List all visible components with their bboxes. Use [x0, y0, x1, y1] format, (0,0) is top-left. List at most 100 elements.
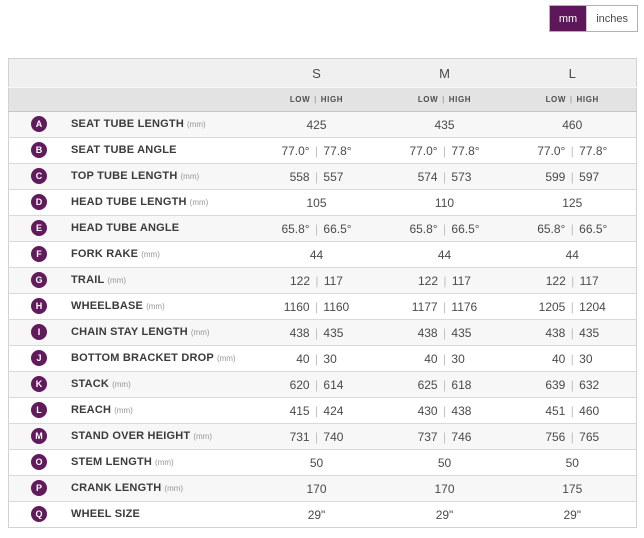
value-l: 65.8° | 66.5° [508, 215, 637, 242]
value-l: 77.0° | 77.8° [508, 137, 637, 164]
value-s: 415 | 424 [252, 397, 381, 424]
row-label: CRANK LENGTH [71, 482, 162, 495]
value-s: 425 [252, 111, 381, 138]
geometry-table: S M L LOW | HIGH LOW | HIGH LOW | HIGH A… [8, 58, 637, 528]
unit-inches-button[interactable]: inches [586, 6, 637, 31]
row-label: TRAIL [71, 274, 105, 287]
value-l: 125 [508, 189, 637, 216]
row-unit: (mm) [190, 327, 210, 337]
value-s: 122 | 117 [252, 267, 381, 294]
row-label: HEAD TUBE LENGTH [71, 196, 187, 209]
table-row-stem-length: O STEM LENGTH (mm) 50 50 50 [8, 449, 637, 476]
value-s: 105 [252, 189, 381, 216]
row-unit: (mm) [112, 379, 131, 389]
table-row-chain-stay-length: I CHAIN STAY LENGTH (mm) 438 | 435 438 | 4… [8, 319, 637, 346]
row-label: SEAT TUBE ANGLE [71, 144, 177, 157]
column-header-size-s: S [252, 58, 381, 88]
table-row-wheelbase: H WHEELBASE (mm) 1160 | 1160 1177 | 1176 1… [8, 293, 637, 320]
row-unit: (mm) [187, 119, 206, 129]
value-l: 451 | 460 [508, 397, 637, 424]
row-label: STACK [71, 378, 110, 391]
table-row-seat-tube-length: A SEAT TUBE LENGTH (mm) 425 435 460 [8, 111, 637, 138]
row-letter-badge: M [31, 428, 47, 445]
value-m: 438 | 435 [380, 319, 509, 346]
row-label: SEAT TUBE LENGTH [71, 118, 184, 131]
row-letter-badge: A [31, 116, 47, 133]
value-m: 625 | 618 [380, 371, 509, 398]
value-s: 731 | 740 [252, 423, 381, 450]
value-s: 40 | 30 [252, 345, 381, 372]
row-unit: (mm) [180, 171, 200, 181]
value-s: 65.8° | 66.5° [252, 215, 381, 242]
value-m: 737 | 746 [380, 423, 509, 450]
value-s: 620 | 614 [252, 371, 381, 398]
low-high-header-m: LOW | HIGH [380, 87, 509, 112]
row-letter-badge: K [31, 376, 47, 393]
value-l: 438 | 435 [508, 319, 637, 346]
row-letter-badge: L [31, 402, 47, 419]
table-row-bottom-bracket-drop: J BOTTOM BRACKET DROP (mm) 40 | 30 40 | 30… [8, 345, 637, 372]
row-unit: (mm) [114, 405, 133, 415]
value-m: 29" [380, 501, 509, 528]
table-row-stand-over-height: M STAND OVER HEIGHT (mm) 731 | 740 737 | 7… [8, 423, 637, 450]
row-unit: (mm) [155, 457, 174, 467]
row-letter-badge: I [31, 324, 47, 341]
row-unit: (mm) [107, 275, 127, 285]
size-header-spacer [8, 58, 253, 88]
size-header-row: S M L [8, 58, 637, 88]
unit-mm-button[interactable]: mm [549, 6, 587, 31]
row-label: STEM LENGTH [71, 456, 153, 469]
row-unit: (mm) [193, 431, 212, 441]
low-high-header-row: LOW | HIGH LOW | HIGH LOW | HIGH [8, 87, 637, 112]
value-s: 44 [252, 241, 381, 268]
value-m: 65.8° | 66.5° [380, 215, 509, 242]
row-label: REACH [71, 404, 112, 417]
value-l: 460 [508, 111, 637, 138]
value-l: 40 | 30 [508, 345, 637, 372]
row-unit: (mm) [189, 197, 209, 207]
row-letter-badge: F [31, 246, 47, 263]
row-letter-badge: B [31, 142, 47, 159]
row-letter-badge: C [31, 168, 47, 185]
value-m: 435 [380, 111, 509, 138]
value-m: 170 [380, 475, 509, 502]
value-l: 29" [508, 501, 637, 528]
value-s: 29" [252, 501, 381, 528]
row-letter-badge: D [31, 194, 47, 211]
value-l: 599 | 597 [508, 163, 637, 190]
value-l: 122 | 117 [508, 267, 637, 294]
row-unit: (mm) [216, 353, 236, 363]
table-row-crank-length: P CRANK LENGTH (mm) 170 170 175 [8, 475, 637, 502]
value-s: 170 [252, 475, 381, 502]
low-high-spacer [8, 87, 253, 112]
value-l: 50 [508, 449, 637, 476]
row-label: WHEEL SIZE [71, 508, 141, 521]
value-m: 40 | 30 [380, 345, 509, 372]
value-s: 558 | 557 [252, 163, 381, 190]
value-m: 122 | 117 [380, 267, 509, 294]
row-label: FORK RAKE [71, 248, 139, 261]
row-label: CHAIN STAY LENGTH [71, 326, 188, 339]
unit-toggle: mm inches [548, 5, 638, 32]
row-letter-badge: H [31, 298, 47, 315]
row-letter-badge: G [31, 272, 47, 289]
row-unit: (mm) [146, 301, 165, 311]
value-s: 1160 | 1160 [252, 293, 381, 320]
value-m: 110 [380, 189, 509, 216]
row-unit: (mm) [164, 483, 184, 493]
value-m: 574 | 573 [380, 163, 509, 190]
value-m: 44 [380, 241, 509, 268]
value-l: 756 | 765 [508, 423, 637, 450]
row-label: WHEELBASE [71, 300, 144, 313]
column-header-size-m: M [380, 58, 509, 88]
value-m: 1177 | 1176 [380, 293, 509, 320]
table-row-reach: L REACH (mm) 415 | 424 430 | 438 451 | 460 [8, 397, 637, 424]
table-row-head-tube-angle: E HEAD TUBE ANGLE 65.8° | 66.5° 65.8° | 6… [8, 215, 637, 242]
row-letter-badge: P [31, 480, 47, 497]
table-row-head-tube-length: D HEAD TUBE LENGTH (mm) 105 110 125 [8, 189, 637, 216]
row-letter-badge: J [31, 350, 47, 367]
value-l: 1205 | 1204 [508, 293, 637, 320]
row-label: TOP TUBE LENGTH [71, 170, 178, 183]
row-letter-badge: O [31, 454, 47, 471]
value-l: 639 | 632 [508, 371, 637, 398]
